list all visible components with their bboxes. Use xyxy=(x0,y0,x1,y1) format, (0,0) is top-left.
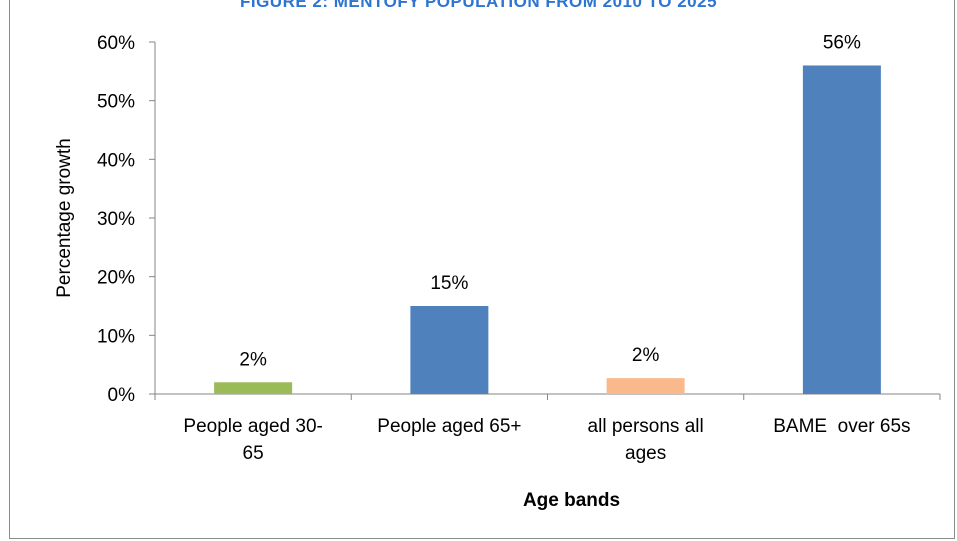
bar xyxy=(410,306,489,394)
x-axis-title: Age bands xyxy=(523,490,620,511)
y-tick-label: 50% xyxy=(97,92,135,113)
data-label: 2% xyxy=(632,345,660,366)
chart-area xyxy=(9,0,955,539)
bar xyxy=(606,378,685,394)
bar xyxy=(214,382,293,394)
labels-group: 2% People aged 30- 65 15% People aged 65+ 2% a… xyxy=(183,32,910,464)
x-tick-label: People aged 65+ xyxy=(377,416,521,437)
x-tick-label: 65 xyxy=(243,443,264,464)
y-tick-label: 10% xyxy=(97,326,135,347)
x-tick-label: ages xyxy=(625,443,666,464)
x-tick-label: People aged 30- xyxy=(183,416,322,437)
y-tick-label: 30% xyxy=(97,209,135,230)
y-tick-label: 40% xyxy=(97,150,135,171)
bar xyxy=(802,65,881,394)
y-tick-label: 0% xyxy=(108,385,136,406)
bars-group xyxy=(214,65,881,394)
data-label: 56% xyxy=(823,32,861,53)
x-tick-label: all persons all xyxy=(588,416,704,437)
y-tick-label: 20% xyxy=(97,268,135,289)
y-axis-title: Percentage growth xyxy=(54,138,75,298)
data-label: 15% xyxy=(430,273,468,294)
x-tick-label: BAME over 65s xyxy=(773,416,910,437)
chart-title: FIGURE 2: MENTOFY POPULATION FROM 2010 T… xyxy=(239,0,718,11)
y-tick-label: 60% xyxy=(97,33,135,54)
data-label: 2% xyxy=(239,349,267,370)
